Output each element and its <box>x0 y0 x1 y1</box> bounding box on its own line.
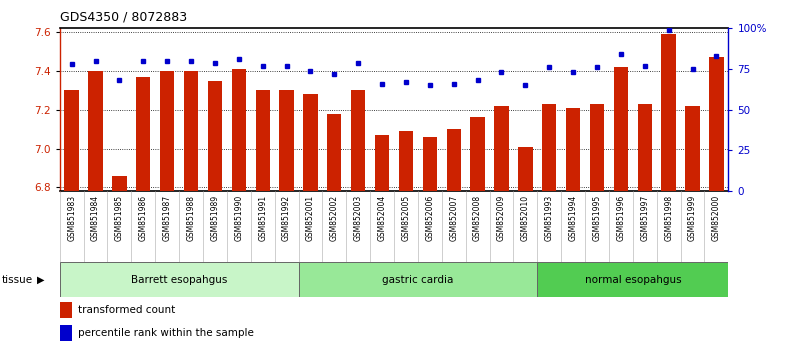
Text: GSM852002: GSM852002 <box>330 195 339 241</box>
Text: normal esopahgus: normal esopahgus <box>584 275 681 285</box>
Bar <box>537 262 728 297</box>
Text: GSM852009: GSM852009 <box>497 195 506 241</box>
Text: GSM851988: GSM851988 <box>186 195 196 241</box>
Text: GSM851997: GSM851997 <box>640 195 650 241</box>
Bar <box>399 131 413 191</box>
Text: GSM851983: GSM851983 <box>67 195 76 241</box>
Bar <box>279 90 294 191</box>
Bar <box>470 118 485 191</box>
Text: GSM851992: GSM851992 <box>282 195 291 241</box>
Bar <box>64 90 79 191</box>
Text: GSM851996: GSM851996 <box>616 195 626 241</box>
Text: GSM852006: GSM852006 <box>425 195 435 241</box>
Bar <box>232 69 246 191</box>
Text: GSM851989: GSM851989 <box>210 195 220 241</box>
Text: GSM851994: GSM851994 <box>568 195 578 241</box>
Text: GSM852001: GSM852001 <box>306 195 315 241</box>
Text: GDS4350 / 8072883: GDS4350 / 8072883 <box>60 11 187 24</box>
Bar <box>542 104 556 191</box>
Bar <box>423 137 437 191</box>
Bar <box>160 71 174 191</box>
Bar <box>351 90 365 191</box>
Bar <box>327 114 341 191</box>
Bar <box>136 77 150 191</box>
Bar <box>88 71 103 191</box>
Text: GSM851998: GSM851998 <box>664 195 673 241</box>
Bar <box>60 302 72 318</box>
Text: GSM852003: GSM852003 <box>353 195 363 241</box>
Bar <box>303 94 318 191</box>
Bar <box>184 71 198 191</box>
Text: Barrett esopahgus: Barrett esopahgus <box>131 275 228 285</box>
Text: transformed count: transformed count <box>79 305 176 315</box>
Text: GSM851999: GSM851999 <box>688 195 697 241</box>
Text: GSM852008: GSM852008 <box>473 195 482 241</box>
Bar <box>518 147 533 191</box>
Text: ▶: ▶ <box>37 275 44 285</box>
Text: GSM852005: GSM852005 <box>401 195 411 241</box>
Bar <box>112 176 127 191</box>
Bar <box>566 108 580 191</box>
Bar <box>661 34 676 191</box>
Text: GSM851985: GSM851985 <box>115 195 124 241</box>
Text: GSM852007: GSM852007 <box>449 195 458 241</box>
Text: gastric cardia: gastric cardia <box>382 275 454 285</box>
Bar <box>375 135 389 191</box>
Bar <box>709 57 724 191</box>
Text: GSM851987: GSM851987 <box>162 195 172 241</box>
Text: GSM852010: GSM852010 <box>521 195 530 241</box>
Text: GSM851986: GSM851986 <box>139 195 148 241</box>
Text: tissue: tissue <box>2 275 33 285</box>
Bar <box>447 129 461 191</box>
Text: GSM852004: GSM852004 <box>377 195 387 241</box>
Bar <box>60 325 72 341</box>
Text: GSM851993: GSM851993 <box>544 195 554 241</box>
Bar <box>590 104 604 191</box>
Bar <box>685 106 700 191</box>
Bar <box>256 90 270 191</box>
Text: GSM852000: GSM852000 <box>712 195 721 241</box>
Bar <box>298 262 537 297</box>
Text: percentile rank within the sample: percentile rank within the sample <box>79 328 254 338</box>
Text: GSM851984: GSM851984 <box>91 195 100 241</box>
Bar <box>60 262 298 297</box>
Bar <box>614 67 628 191</box>
Text: GSM851991: GSM851991 <box>258 195 267 241</box>
Bar <box>494 106 509 191</box>
Bar <box>208 81 222 191</box>
Text: GSM851995: GSM851995 <box>592 195 602 241</box>
Text: GSM851990: GSM851990 <box>234 195 244 241</box>
Bar <box>638 104 652 191</box>
